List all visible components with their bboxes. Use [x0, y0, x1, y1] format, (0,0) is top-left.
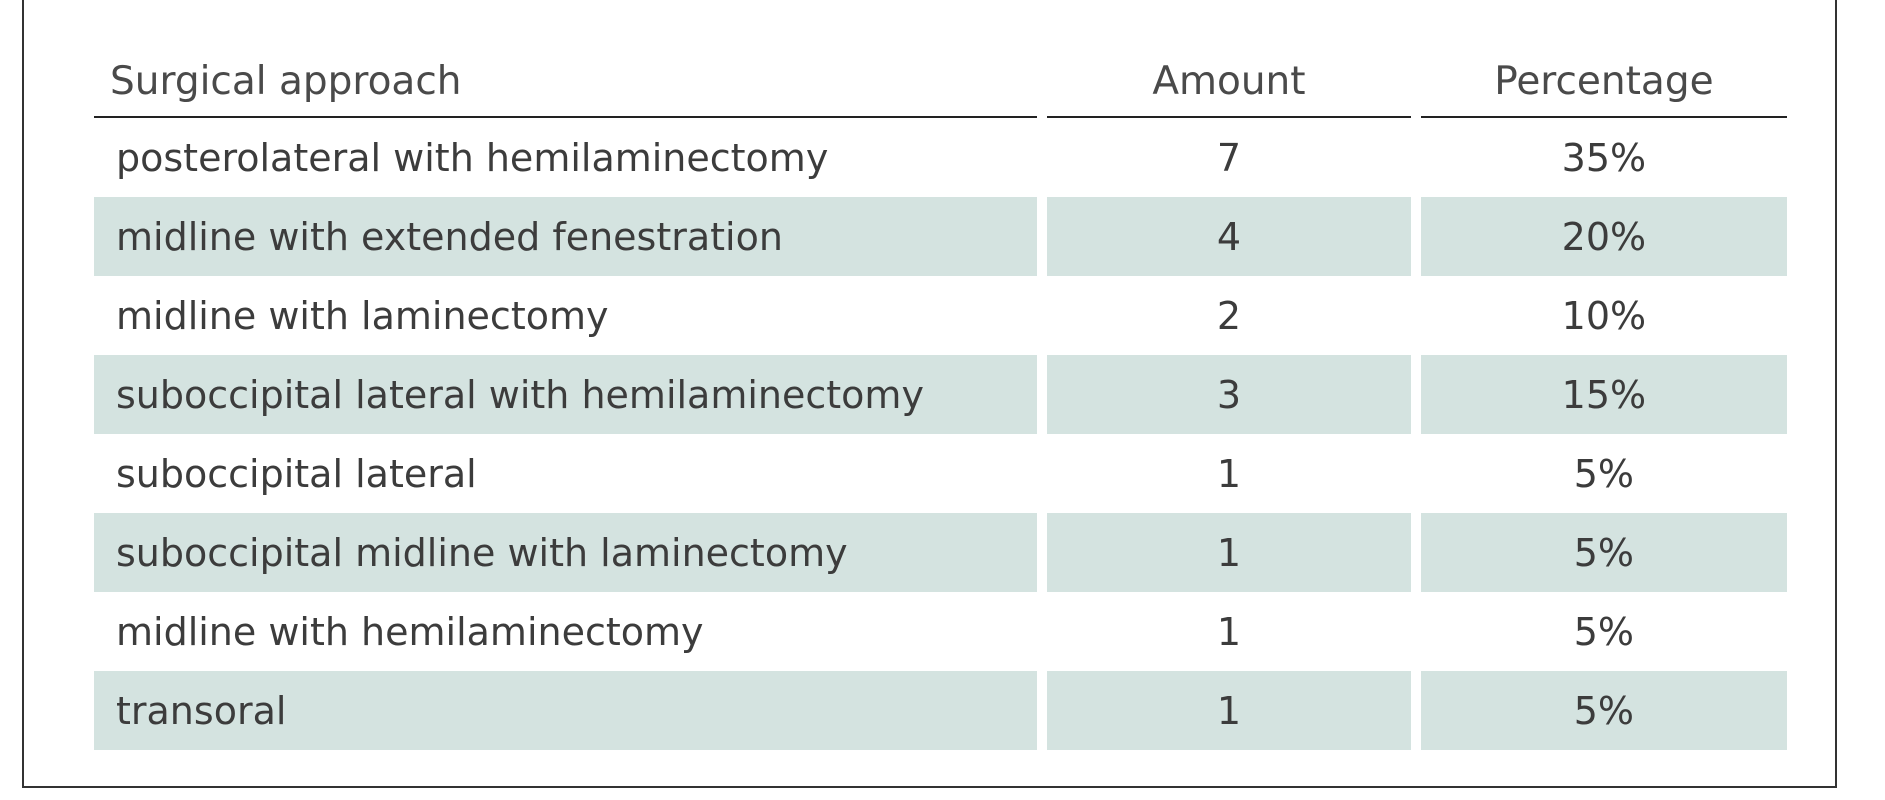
cell-percentage: 5% [1420, 671, 1787, 750]
cell-approach: midline with extended fenestration [94, 197, 1038, 276]
cell-approach: transoral [94, 671, 1038, 750]
cell-amount: 2 [1216, 294, 1242, 338]
table-row: suboccipital midline with laminectomy 1 … [94, 513, 1787, 592]
cell-amount: 1 [1047, 671, 1411, 750]
cell-amount: 4 [1047, 197, 1411, 276]
cell-percentage: 20% [1420, 197, 1787, 276]
table-row: suboccipital lateral with hemilaminectom… [94, 355, 1787, 434]
table-row: midline with hemilaminectomy 1 5% [94, 592, 1787, 671]
table-frame: Surgical approach Amount Percentage post… [22, 0, 1837, 788]
cell-amount: 1 [1216, 452, 1242, 496]
header-surgical-approach: Surgical approach [94, 38, 1038, 118]
cell-amount: 1 [1047, 513, 1411, 592]
table-header-row: Surgical approach Amount Percentage [94, 38, 1787, 118]
cell-approach: suboccipital lateral with hemilaminectom… [94, 355, 1038, 434]
cell-amount: 7 [1216, 136, 1242, 180]
header-percentage: Percentage [1420, 38, 1787, 118]
cell-amount: 1 [1216, 610, 1242, 654]
cell-percentage: 15% [1420, 355, 1787, 434]
cell-percentage: 35% [1561, 136, 1647, 180]
table-row: transoral 1 5% [94, 671, 1787, 750]
cell-percentage: 5% [1420, 513, 1787, 592]
cell-approach: suboccipital midline with laminectomy [94, 513, 1038, 592]
header-amount: Amount [1047, 38, 1411, 118]
table-row: posterolateral with hemilaminectomy 7 35… [94, 118, 1787, 197]
cell-approach: midline with hemilaminectomy [116, 610, 704, 654]
table-row: midline with extended fenestration 4 20% [94, 197, 1787, 276]
cell-approach: posterolateral with hemilaminectomy [116, 136, 829, 180]
surgical-approach-table: Surgical approach Amount Percentage post… [84, 38, 1797, 750]
table-row: suboccipital lateral 1 5% [94, 434, 1787, 513]
cell-approach: midline with laminectomy [116, 294, 609, 338]
table-row: midline with laminectomy 2 10% [94, 276, 1787, 355]
cell-percentage: 5% [1573, 610, 1635, 654]
cell-approach: suboccipital lateral [116, 452, 477, 496]
cell-amount: 3 [1047, 355, 1411, 434]
cell-percentage: 5% [1573, 452, 1635, 496]
cell-percentage: 10% [1561, 294, 1647, 338]
